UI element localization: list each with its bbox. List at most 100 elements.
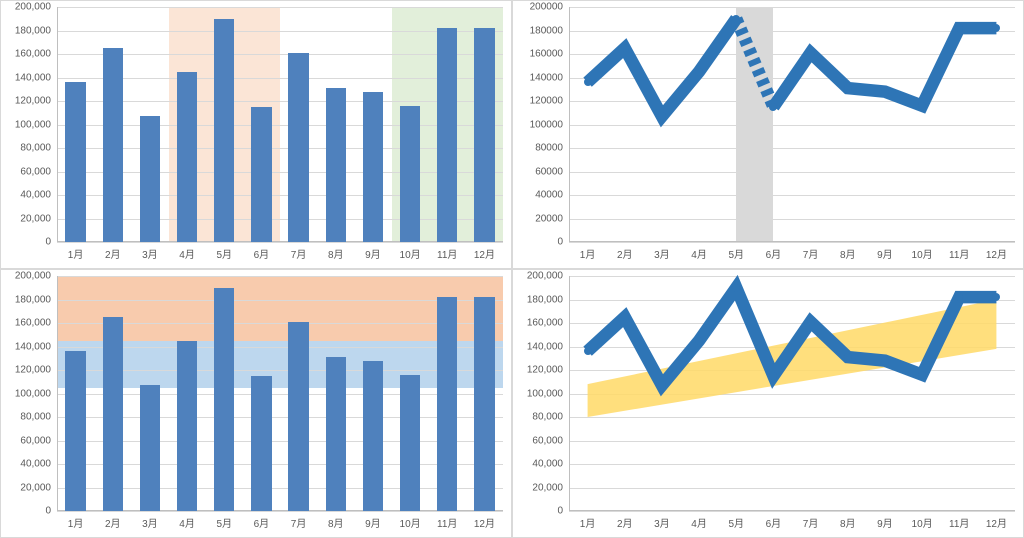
bar (437, 297, 457, 511)
y-axis-line (57, 276, 58, 511)
line-marker (992, 293, 1000, 301)
bar (251, 376, 271, 511)
x-tick-label: 2月 (105, 246, 121, 261)
x-tick-label: 11月 (949, 246, 969, 261)
plot-area (569, 7, 1015, 242)
x-tick-label: 8月 (328, 515, 344, 530)
y-tick-label: 160,000 (15, 318, 51, 329)
line-marker (918, 102, 926, 110)
y-tick-label: 200,000 (15, 2, 51, 13)
bar (65, 351, 85, 511)
chart-panel-2: 0200004000060000800001000001200001400001… (512, 0, 1024, 269)
x-tick-label: 5月 (728, 246, 744, 261)
x-tick-label: 5月 (728, 515, 744, 530)
x-axis: 1月2月3月4月5月6月7月8月9月10月11月12月 (57, 244, 503, 264)
bar (103, 317, 123, 511)
line-marker (918, 371, 926, 379)
bar (288, 53, 308, 242)
x-tick-label: 1月 (580, 515, 596, 530)
y-tick-label: 20,000 (20, 213, 51, 224)
y-tick-label: 180,000 (527, 294, 563, 305)
y-tick-label: 40,000 (20, 190, 51, 201)
x-tick-label: 12月 (986, 246, 1007, 261)
bar (103, 48, 123, 242)
y-tick-label: 60000 (535, 166, 563, 177)
y-tick-label: 120000 (530, 96, 563, 107)
x-tick-label: 7月 (803, 515, 819, 530)
x-tick-label: 6月 (254, 515, 270, 530)
line-marker (621, 44, 629, 52)
y-tick-label: 20,000 (532, 482, 563, 493)
x-tick-label: 8月 (840, 246, 856, 261)
x-tick-label: 1月 (68, 246, 84, 261)
chart-grid: 020,00040,00060,00080,000100,000120,0001… (0, 0, 1024, 538)
line-marker (584, 347, 592, 355)
y-tick-label: 0 (45, 237, 51, 248)
bar (288, 322, 308, 511)
bar (177, 341, 197, 511)
line-marker (695, 337, 703, 345)
y-tick-label: 80000 (535, 143, 563, 154)
chart-panel-1: 020,00040,00060,00080,000100,000120,0001… (0, 0, 512, 269)
x-tick-label: 3月 (654, 515, 670, 530)
line-marker (881, 88, 889, 96)
y-tick-label: 140,000 (15, 341, 51, 352)
bar (326, 88, 346, 242)
x-tick-label: 8月 (328, 246, 344, 261)
x-tick-label: 2月 (617, 246, 633, 261)
bar (326, 357, 346, 511)
line-marker (584, 78, 592, 86)
line-marker (807, 49, 815, 57)
bar (363, 361, 383, 511)
x-tick-label: 12月 (986, 515, 1007, 530)
line-marker (807, 318, 815, 326)
bar (400, 106, 420, 242)
line-marker (844, 84, 852, 92)
y-tick-label: 180000 (530, 25, 563, 36)
bar (65, 82, 85, 242)
gridline (57, 511, 503, 512)
x-tick-label: 8月 (840, 515, 856, 530)
line-marker (621, 313, 629, 321)
y-tick-label: 200000 (530, 2, 563, 13)
y-tick-label: 140,000 (15, 72, 51, 83)
y-tick-label: 80,000 (532, 412, 563, 423)
y-tick-label: 100,000 (527, 388, 563, 399)
x-tick-label: 7月 (291, 515, 307, 530)
plot-area (57, 7, 503, 242)
y-tick-label: 0 (557, 506, 563, 517)
x-tick-label: 6月 (766, 246, 782, 261)
x-tick-label: 7月 (803, 246, 819, 261)
bar (251, 107, 271, 242)
x-tick-label: 3月 (142, 515, 158, 530)
y-tick-label: 80,000 (20, 143, 51, 154)
line-marker (769, 103, 777, 111)
y-tick-label: 0 (557, 237, 563, 248)
y-axis-line (57, 7, 58, 242)
x-tick-label: 10月 (912, 246, 933, 261)
gridline (57, 276, 503, 277)
y-tick-label: 160000 (530, 49, 563, 60)
x-tick-label: 10月 (400, 515, 421, 530)
x-tick-label: 12月 (474, 515, 495, 530)
x-tick-label: 9月 (877, 246, 893, 261)
y-tick-label: 120,000 (15, 365, 51, 376)
line-marker (992, 24, 1000, 32)
x-tick-label: 4月 (691, 246, 707, 261)
gridline (57, 242, 503, 243)
chart-panel-4: 020,00040,00060,00080,000100,000120,0001… (512, 269, 1024, 538)
x-tick-label: 11月 (437, 515, 457, 530)
x-tick-label: 4月 (179, 515, 195, 530)
y-tick-label: 0 (45, 506, 51, 517)
y-tick-label: 40,000 (20, 459, 51, 470)
y-tick-label: 20,000 (20, 482, 51, 493)
x-tick-label: 4月 (691, 515, 707, 530)
bar (400, 375, 420, 511)
bar (474, 297, 494, 511)
x-tick-label: 6月 (254, 246, 270, 261)
y-tick-label: 100000 (530, 119, 563, 130)
bar (214, 19, 234, 242)
line-series (569, 276, 1015, 511)
line-marker (658, 381, 666, 389)
x-axis: 1月2月3月4月5月6月7月8月9月10月11月12月 (569, 513, 1015, 533)
